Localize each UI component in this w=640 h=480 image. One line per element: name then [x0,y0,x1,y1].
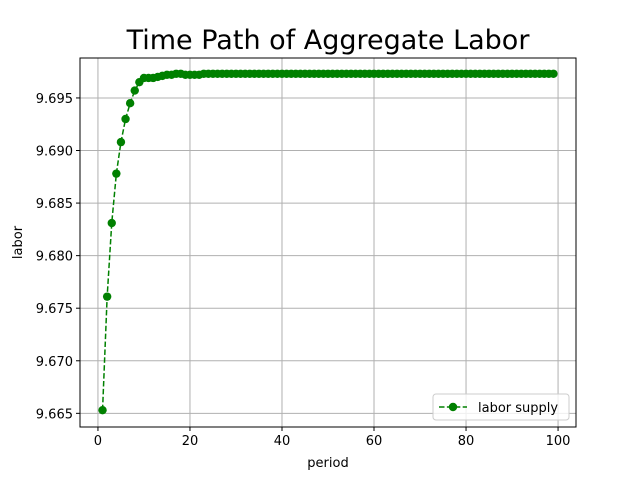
y-tick-label: 9.675 [36,302,73,317]
y-axis-label: labor [11,225,26,259]
x-tick-label: 0 [94,434,102,449]
chart-title: Time Path of Aggregate Labor [126,25,531,56]
y-axis: 9.665 9.670 9.675 9.680 9.685 9.690 9.695 [36,92,80,422]
legend-box [432,393,570,421]
series-layer [98,69,558,415]
x-tick-label: 20 [182,434,199,449]
y-tick-label: 9.665 [36,407,73,422]
x-tick-label: 60 [366,434,383,449]
data-point [130,86,139,95]
legend-label: labor supply [478,401,558,416]
data-point [107,218,116,228]
y-tick-label: 9.695 [36,92,73,107]
x-axis: 0 20 40 60 80 100 [94,427,571,449]
plot-frame [79,57,577,428]
x-tick-label: 100 [546,434,571,449]
x-axis-label: period [307,456,348,471]
grid [80,58,576,427]
data-point [112,169,121,178]
x-tick-label: 80 [458,434,475,449]
data-point [98,405,107,415]
data-point [549,69,558,78]
data-point [121,114,130,124]
y-tick-label: 9.670 [36,355,73,370]
y-tick-label: 9.690 [36,145,73,160]
x-tick-label: 40 [274,434,291,449]
y-tick-label: 9.680 [36,250,73,265]
y-tick-label: 9.685 [36,197,73,212]
legend-marker-swatch [448,402,458,412]
data-point [116,137,126,147]
legend: labor supply [432,393,570,421]
data-point [102,292,112,301]
data-point [125,99,135,108]
